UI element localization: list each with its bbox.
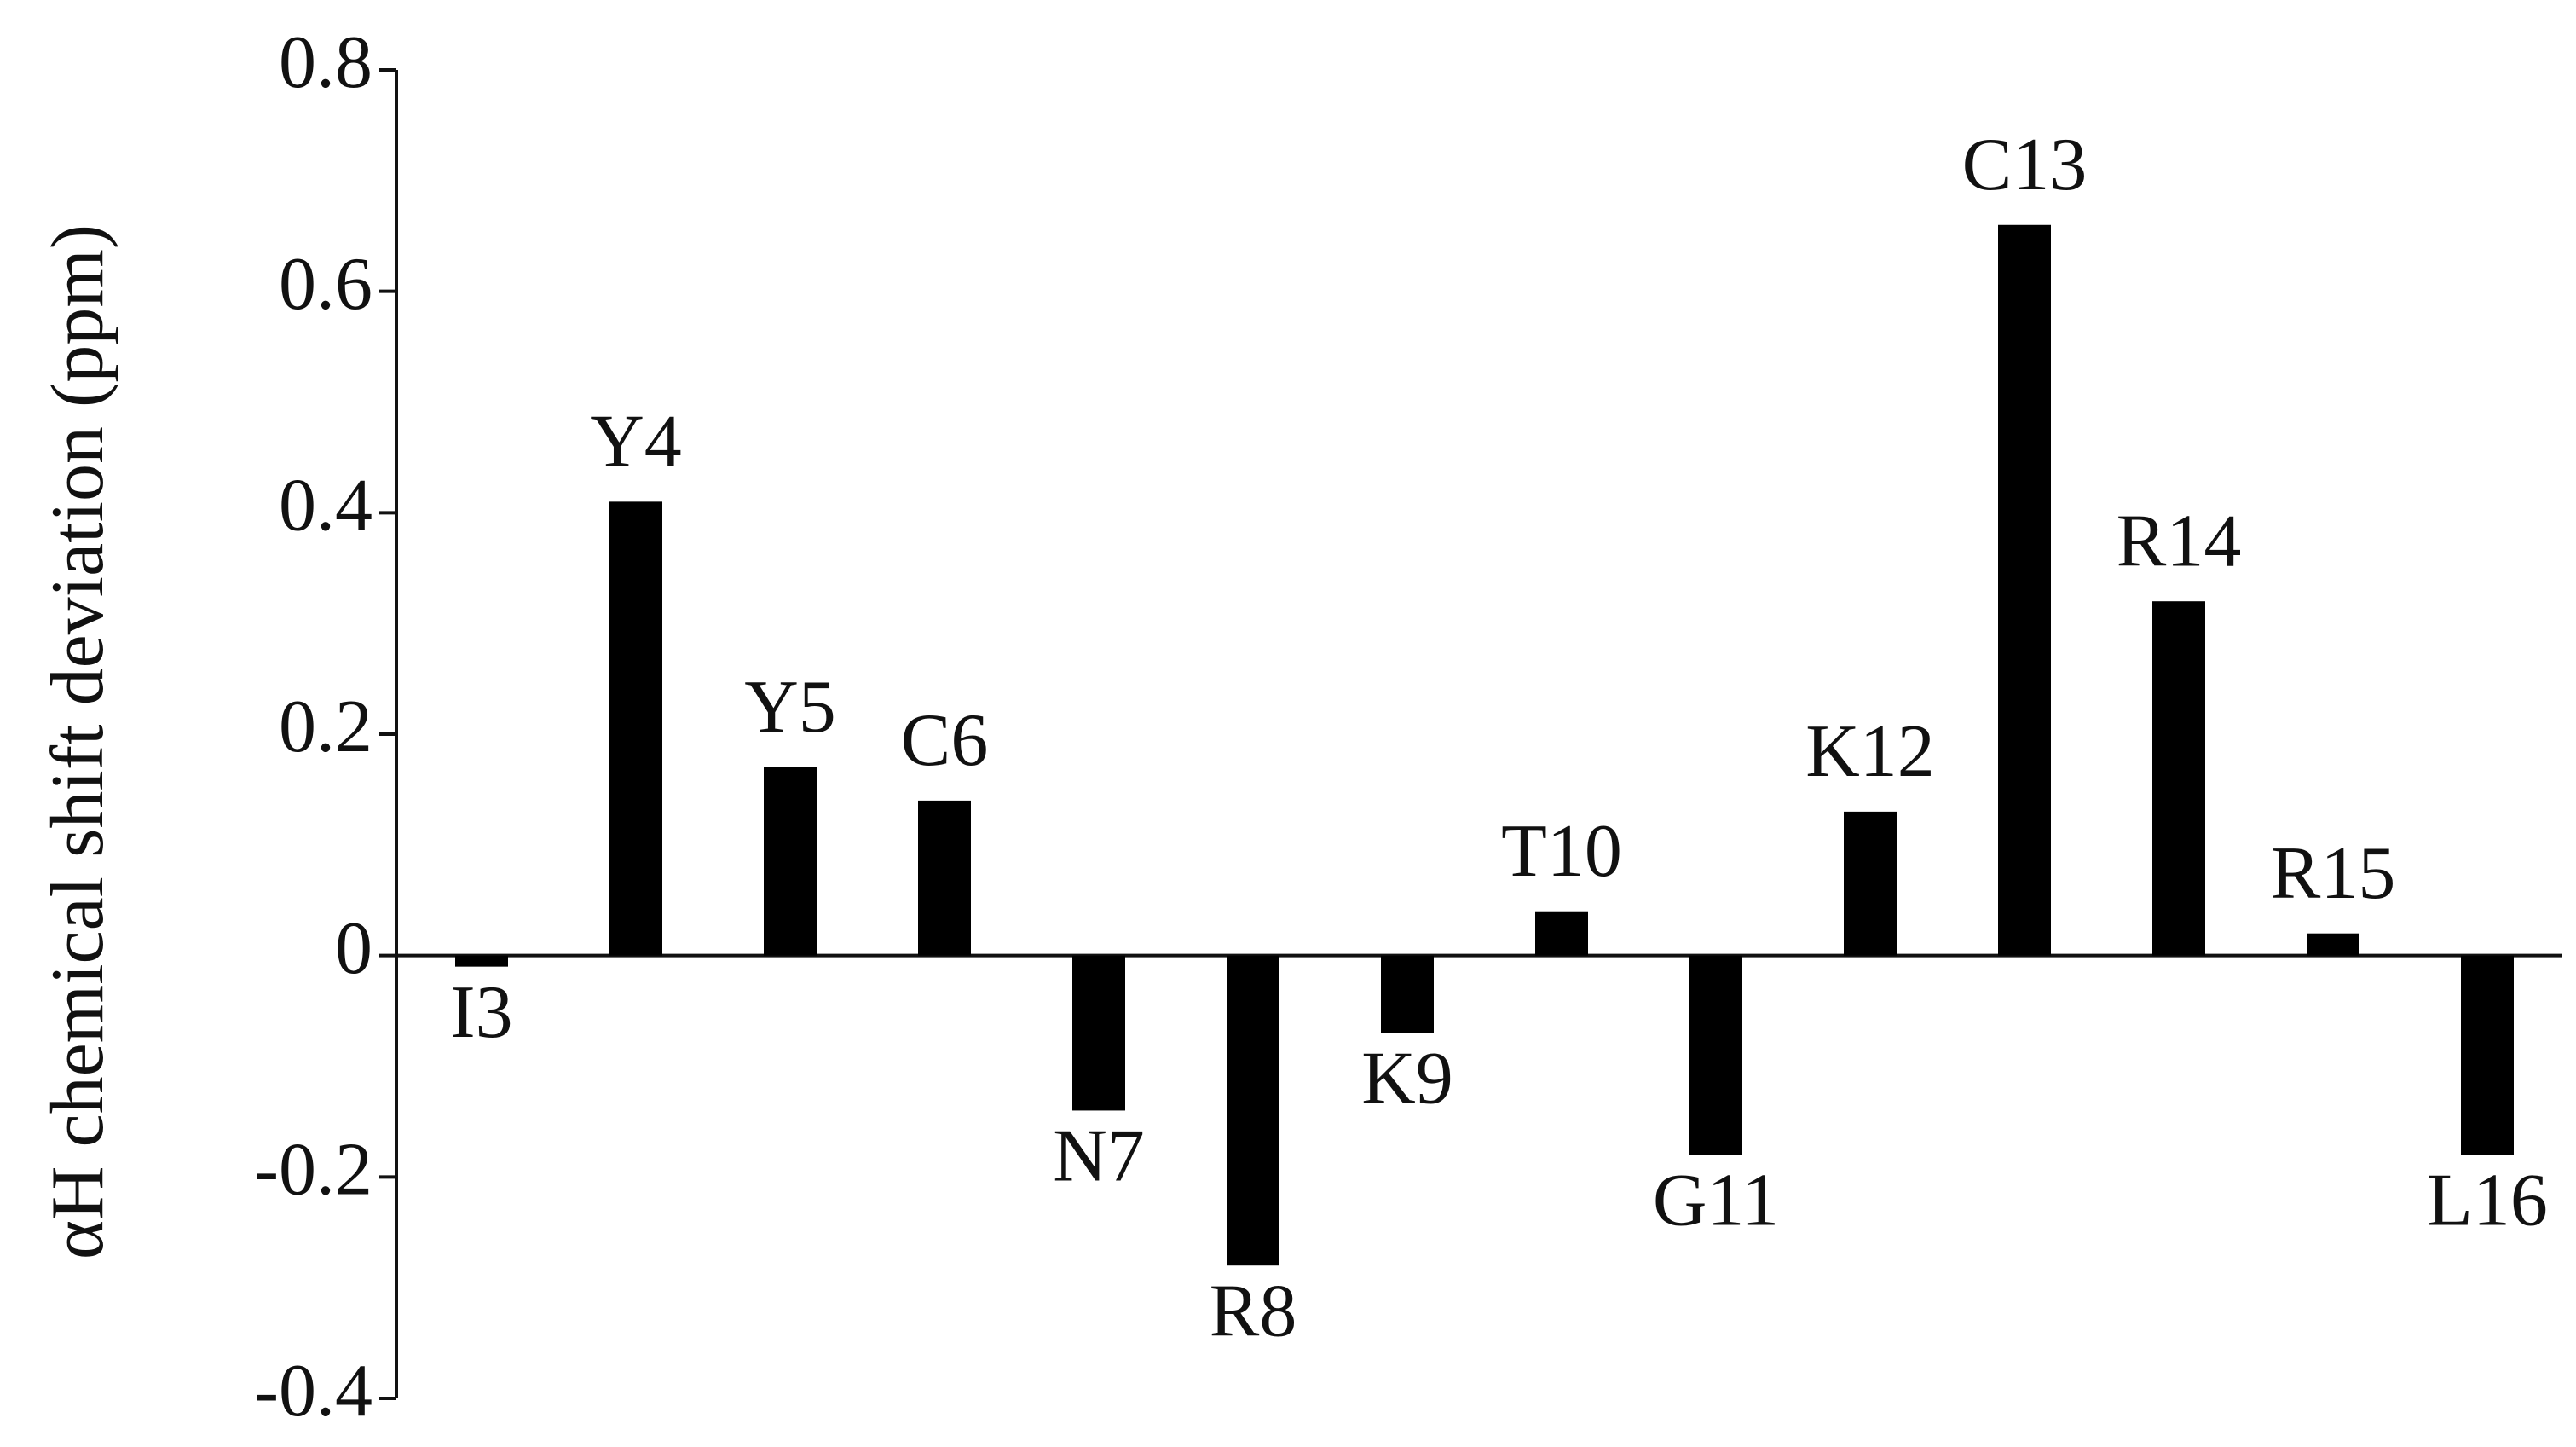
bar [2152,601,2205,956]
y-tick-label: 0.8 [279,21,373,104]
y-tick-label: -0.4 [254,1350,373,1433]
bar [1381,955,1434,1033]
bar [1535,911,1588,956]
bar [609,501,662,956]
bar-label: I3 [450,971,512,1054]
bar-label: Y5 [744,666,836,749]
bar-label: G11 [1653,1160,1779,1242]
bar [1072,955,1125,1111]
y-tick-label: 0.4 [279,465,373,547]
bar-label: R8 [1210,1270,1297,1352]
bar [2307,933,2359,956]
y-tick-label: 0.2 [279,686,373,768]
bar [764,767,817,956]
bar-label: K12 [1805,710,1935,793]
y-tick-label: 0 [335,907,373,990]
bar-label: R14 [2117,500,2242,582]
bar [455,955,508,967]
bar-label: L16 [2427,1160,2548,1242]
y-tick-label: 0.6 [279,243,373,326]
bar [1227,955,1279,1266]
y-tick-label: -0.2 [254,1129,373,1212]
y-axis-title: αH chemical shift deviation (ppm) [37,224,119,1259]
bar-label: K9 [1361,1038,1453,1120]
bar [1998,224,2051,956]
bar-label: N7 [1053,1115,1145,1198]
bar-label: C6 [901,699,989,782]
bar [918,800,971,956]
bar-label: T10 [1501,810,1622,893]
bar-label: Y4 [590,401,682,483]
bar [1689,955,1742,1155]
bar-label: R15 [2271,832,2396,915]
bar-label: C13 [1962,124,2088,206]
bar [2461,955,2514,1155]
bar [1844,811,1897,956]
